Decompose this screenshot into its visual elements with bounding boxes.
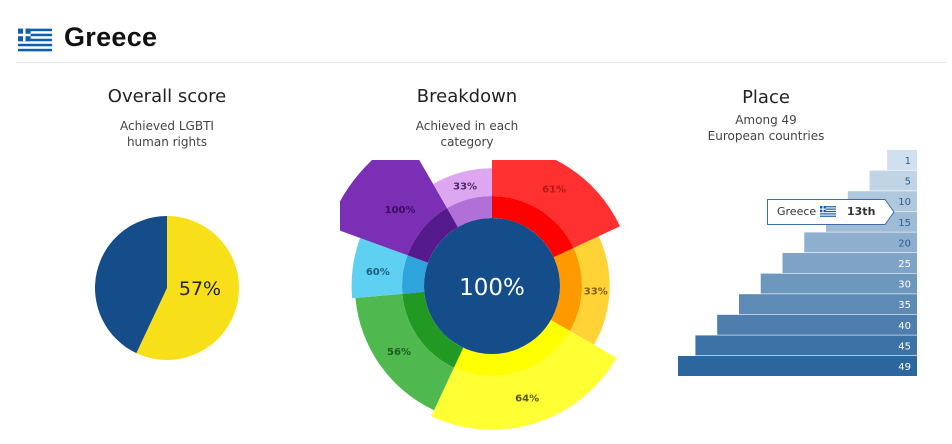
rank-label-35: 35 bbox=[898, 300, 911, 311]
category-inner-segment-5[interactable] bbox=[407, 208, 458, 263]
category-label-1: 33% bbox=[584, 287, 608, 298]
category-inner-segment-1[interactable] bbox=[550, 247, 582, 331]
overall-subtitle-line1: Achieved LGBTI bbox=[120, 119, 214, 133]
pie-slice-0[interactable] bbox=[136, 216, 239, 360]
breakdown-sunburst-chart[interactable]: 61% 33% 64% 56% 60% 100% 33% 100% bbox=[340, 160, 640, 430]
rank-bar-5[interactable] bbox=[869, 170, 917, 191]
place-subtitle-line1: Among 49 bbox=[735, 113, 797, 127]
place-subtitle: Among 49 European countries bbox=[656, 112, 876, 144]
pie-slice-label: 57% bbox=[179, 278, 221, 300]
breakdown-subtitle-line1: Achieved in each bbox=[415, 119, 519, 133]
rank-label-15: 15 bbox=[898, 218, 911, 229]
greece-flag-small-icon bbox=[820, 206, 836, 217]
breakdown-subtitle: Achieved in each category bbox=[357, 118, 577, 150]
rank-bar-25[interactable] bbox=[782, 253, 918, 273]
category-outer-segment-3[interactable] bbox=[355, 293, 454, 411]
rank-label-45: 45 bbox=[898, 341, 911, 352]
rank-label-25: 25 bbox=[898, 259, 911, 270]
category-inner-segment-2[interactable] bbox=[453, 320, 570, 376]
rank-label-40: 40 bbox=[898, 321, 911, 332]
category-outer-segment-6[interactable] bbox=[433, 168, 492, 209]
category-label-6: 33% bbox=[453, 182, 477, 193]
category-inner-segment-4[interactable] bbox=[402, 255, 429, 294]
overall-title: Overall score bbox=[107, 86, 227, 107]
category-outer-segment-1[interactable] bbox=[569, 236, 610, 345]
tooltip-rank: 13th bbox=[847, 205, 876, 218]
category-outer-segment-0[interactable] bbox=[492, 160, 621, 248]
breakdown-subtitle-line2: category bbox=[440, 135, 494, 149]
country-header: Greece bbox=[0, 0, 952, 63]
overall-subtitle-line2: human rights bbox=[126, 135, 208, 149]
category-inner-segment-6[interactable] bbox=[447, 196, 492, 228]
place-subtitle-line2: European countries bbox=[707, 129, 825, 143]
rank-label-1: 1 bbox=[905, 156, 911, 167]
rank-bar-1[interactable] bbox=[887, 150, 917, 170]
rank-bar-20[interactable] bbox=[804, 232, 917, 253]
rank-label-49: 49 bbox=[898, 362, 911, 373]
category-outer-segment-5[interactable] bbox=[340, 160, 447, 256]
category-outer-segment-2[interactable] bbox=[431, 331, 617, 430]
rank-label-30: 30 bbox=[898, 280, 911, 291]
overall-subtitle: Achieved LGBTI human rights bbox=[57, 118, 277, 150]
category-inner-segment-0[interactable] bbox=[492, 196, 574, 258]
pie-slice-1[interactable] bbox=[94, 216, 167, 354]
rank-bar-30[interactable] bbox=[760, 273, 917, 294]
tooltip-country: Greece bbox=[777, 205, 817, 218]
category-label-3: 56% bbox=[387, 347, 411, 358]
category-label-0: 61% bbox=[542, 184, 566, 195]
rank-tooltip: Greece 13th bbox=[767, 199, 895, 225]
rank-bar-35[interactable] bbox=[738, 294, 917, 315]
greece-flag-icon bbox=[18, 28, 52, 52]
rank-label-5: 5 bbox=[905, 177, 911, 188]
category-label-5: 100% bbox=[385, 205, 416, 216]
header-divider bbox=[16, 62, 946, 63]
place-title: Place bbox=[742, 87, 790, 108]
rank-bar-40[interactable] bbox=[717, 314, 917, 335]
category-inner-segment-3[interactable] bbox=[402, 291, 464, 368]
category-label-2: 64% bbox=[515, 393, 539, 404]
breakdown-title: Breakdown bbox=[416, 86, 518, 107]
rank-bar-45[interactable] bbox=[695, 335, 917, 356]
rank-label-10: 10 bbox=[898, 197, 911, 208]
country-name: Greece bbox=[64, 22, 158, 52]
rank-label-20: 20 bbox=[898, 238, 911, 249]
breakdown-center-disc[interactable] bbox=[424, 218, 560, 354]
category-outer-segment-4[interactable] bbox=[351, 237, 408, 299]
rank-bar-49[interactable] bbox=[678, 356, 917, 376]
breakdown-center-label: 100% bbox=[459, 275, 525, 301]
overall-pie-chart[interactable]: 57% bbox=[80, 200, 260, 380]
category-label-4: 60% bbox=[366, 267, 390, 278]
